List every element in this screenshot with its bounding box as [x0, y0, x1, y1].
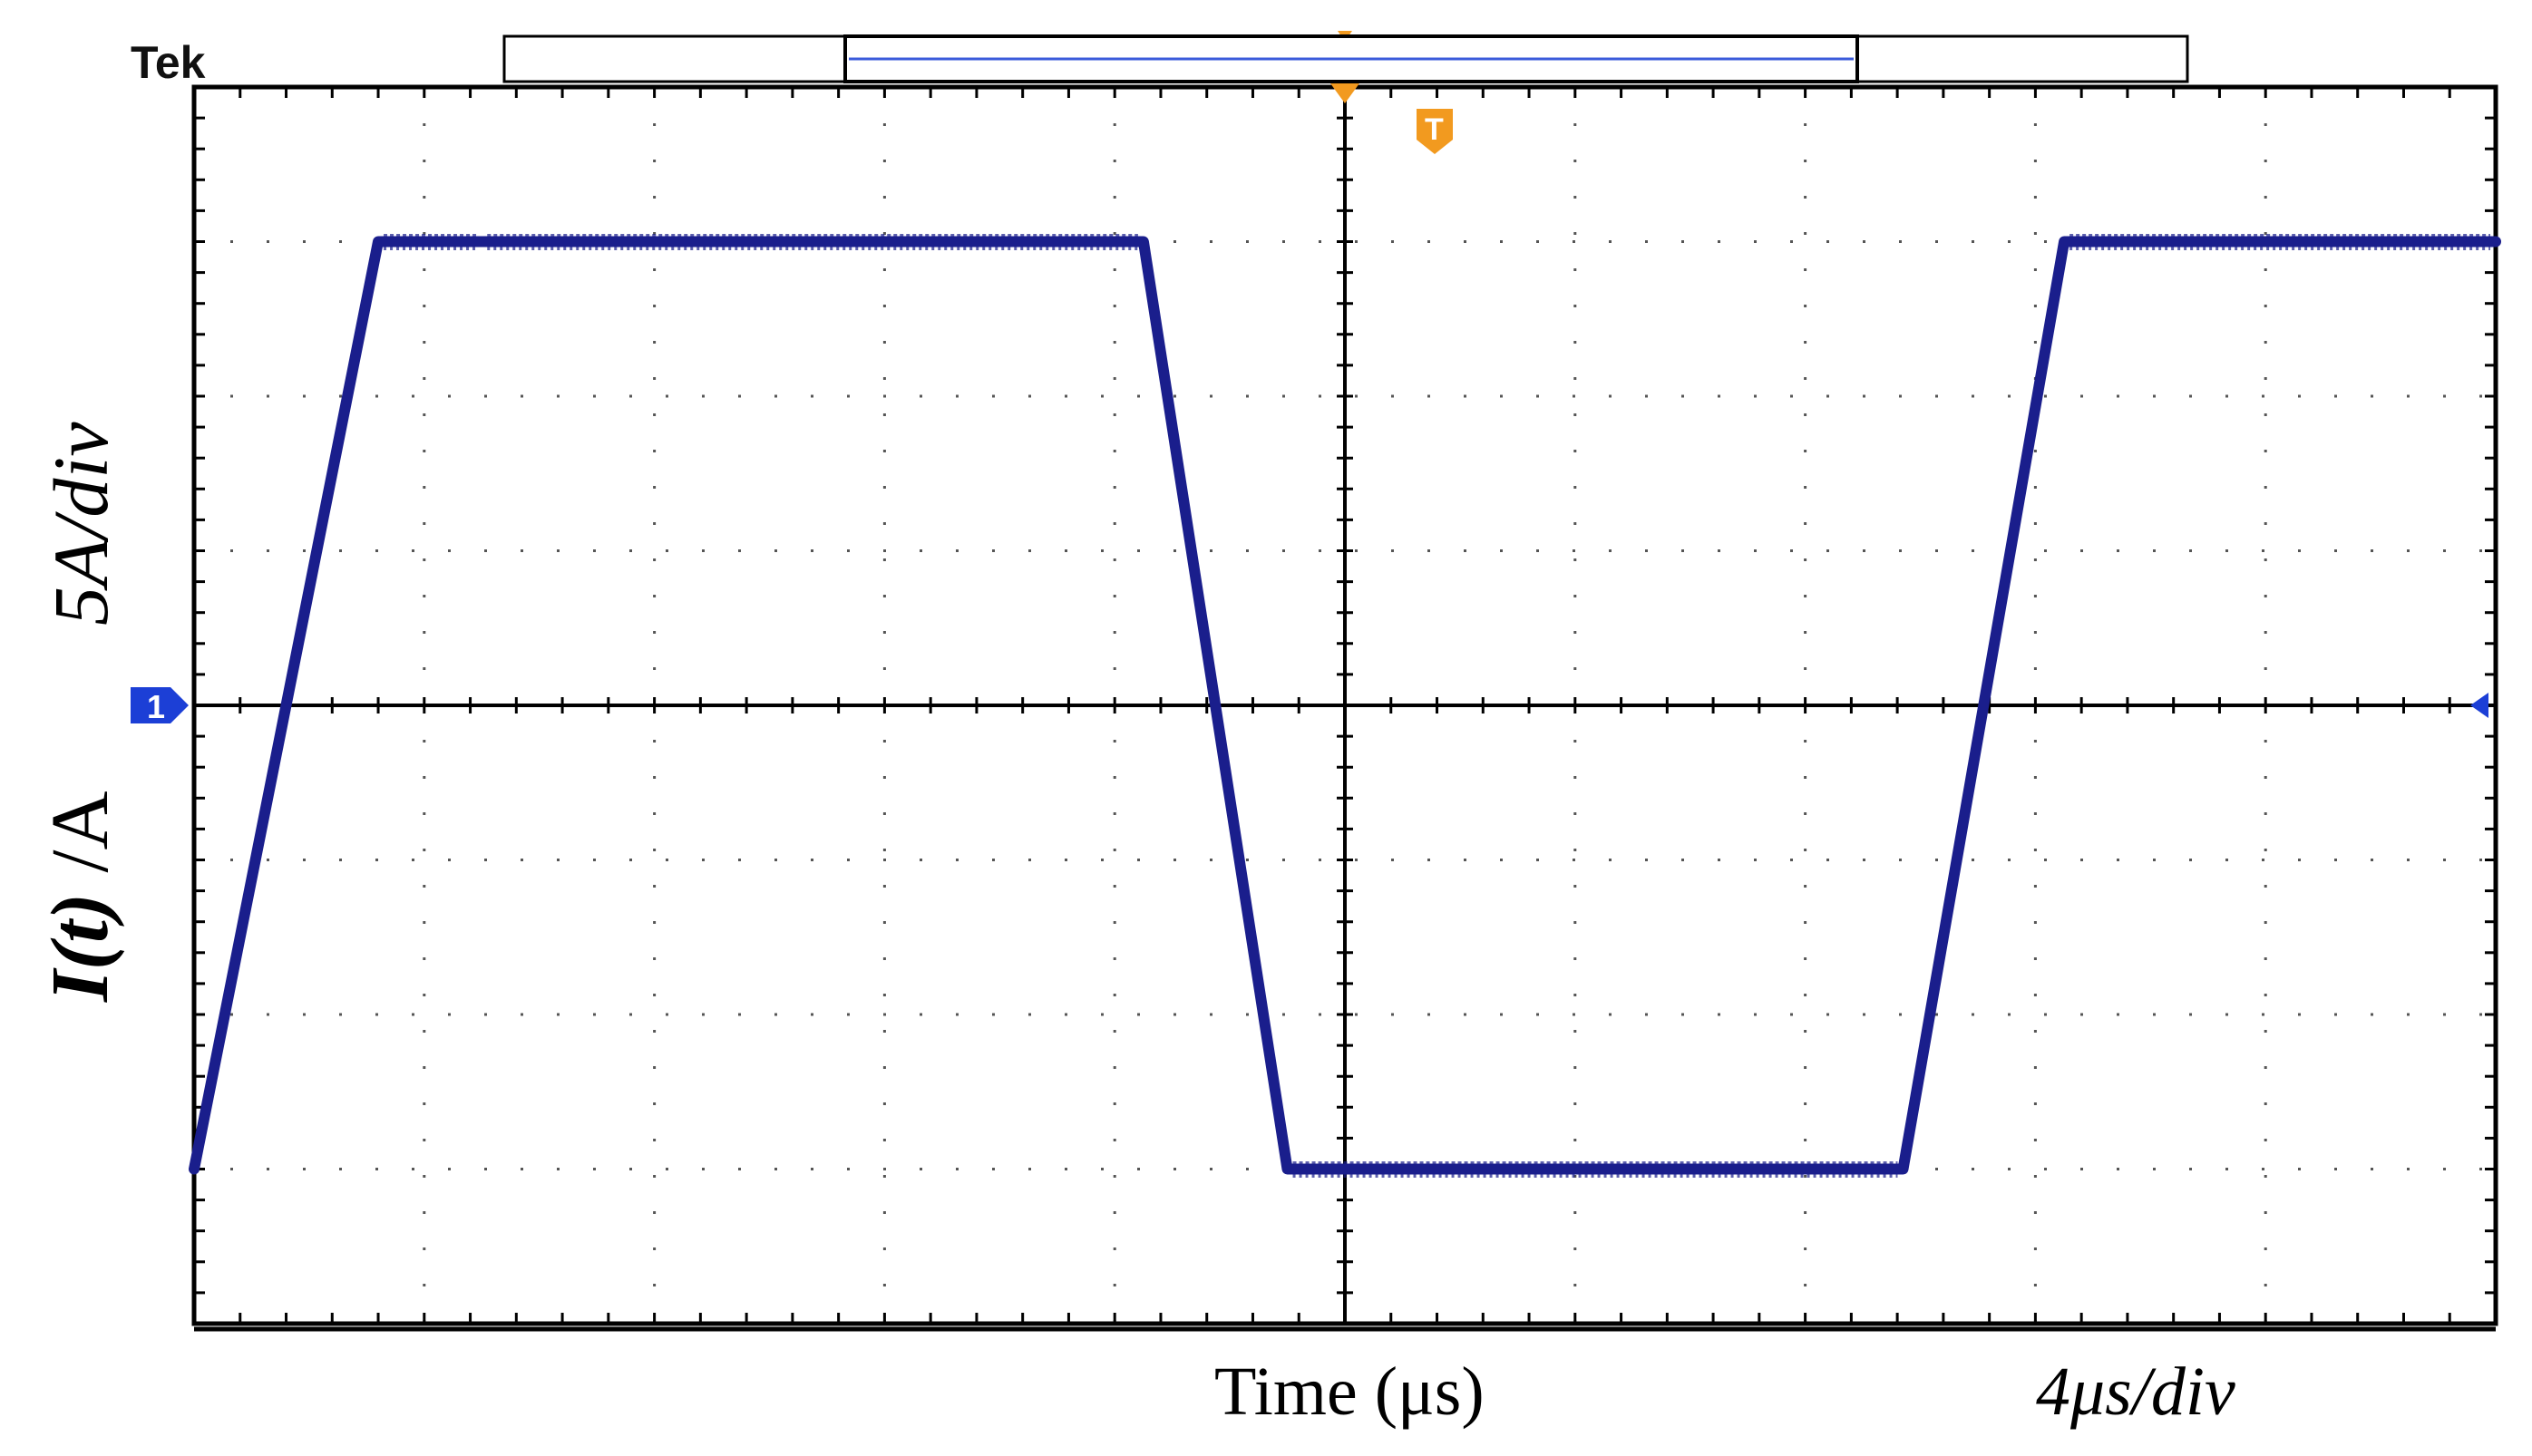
y-scale-label: 5A/div	[37, 422, 124, 626]
ground-level-arrow	[2470, 693, 2488, 718]
y-axis-unit: /A	[35, 791, 125, 894]
brand-label: Tek	[131, 37, 206, 88]
trigger-level-marker-label: T	[1425, 112, 1444, 147]
x-axis-label: Time (μs)	[1214, 1354, 1485, 1430]
y-axis-label: I(t) /A	[35, 791, 125, 1003]
y-axis-quantity: I(t)	[35, 893, 125, 1003]
grid	[192, 85, 2498, 1325]
marker-layer: 1T	[131, 31, 2488, 725]
record-view-bar	[502, 34, 2189, 83]
x-scale-label: 4μs/div	[2036, 1354, 2235, 1430]
y-scale-label-group: 5A/div	[37, 422, 124, 626]
svg-text:I(t) /A: I(t) /A	[35, 791, 125, 1003]
channel-1-marker-label: 1	[147, 688, 165, 725]
trigger-level-marker	[1417, 109, 1453, 154]
trace-line	[189, 236, 2501, 1175]
trigger-position-marker	[1330, 83, 1359, 103]
channel-1-marker	[131, 687, 189, 723]
trace-layer	[189, 234, 2501, 1178]
